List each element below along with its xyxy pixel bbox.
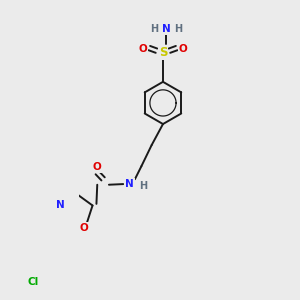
Text: N: N: [56, 200, 65, 211]
Text: O: O: [93, 162, 102, 172]
Text: N: N: [125, 179, 134, 189]
Text: N: N: [162, 24, 171, 34]
Text: O: O: [79, 223, 88, 233]
Text: O: O: [139, 44, 147, 54]
Text: O: O: [179, 44, 188, 54]
Text: H: H: [150, 24, 158, 34]
Text: H: H: [139, 181, 147, 191]
Text: S: S: [159, 46, 167, 59]
Text: Cl: Cl: [28, 277, 39, 287]
Text: H: H: [175, 24, 183, 34]
